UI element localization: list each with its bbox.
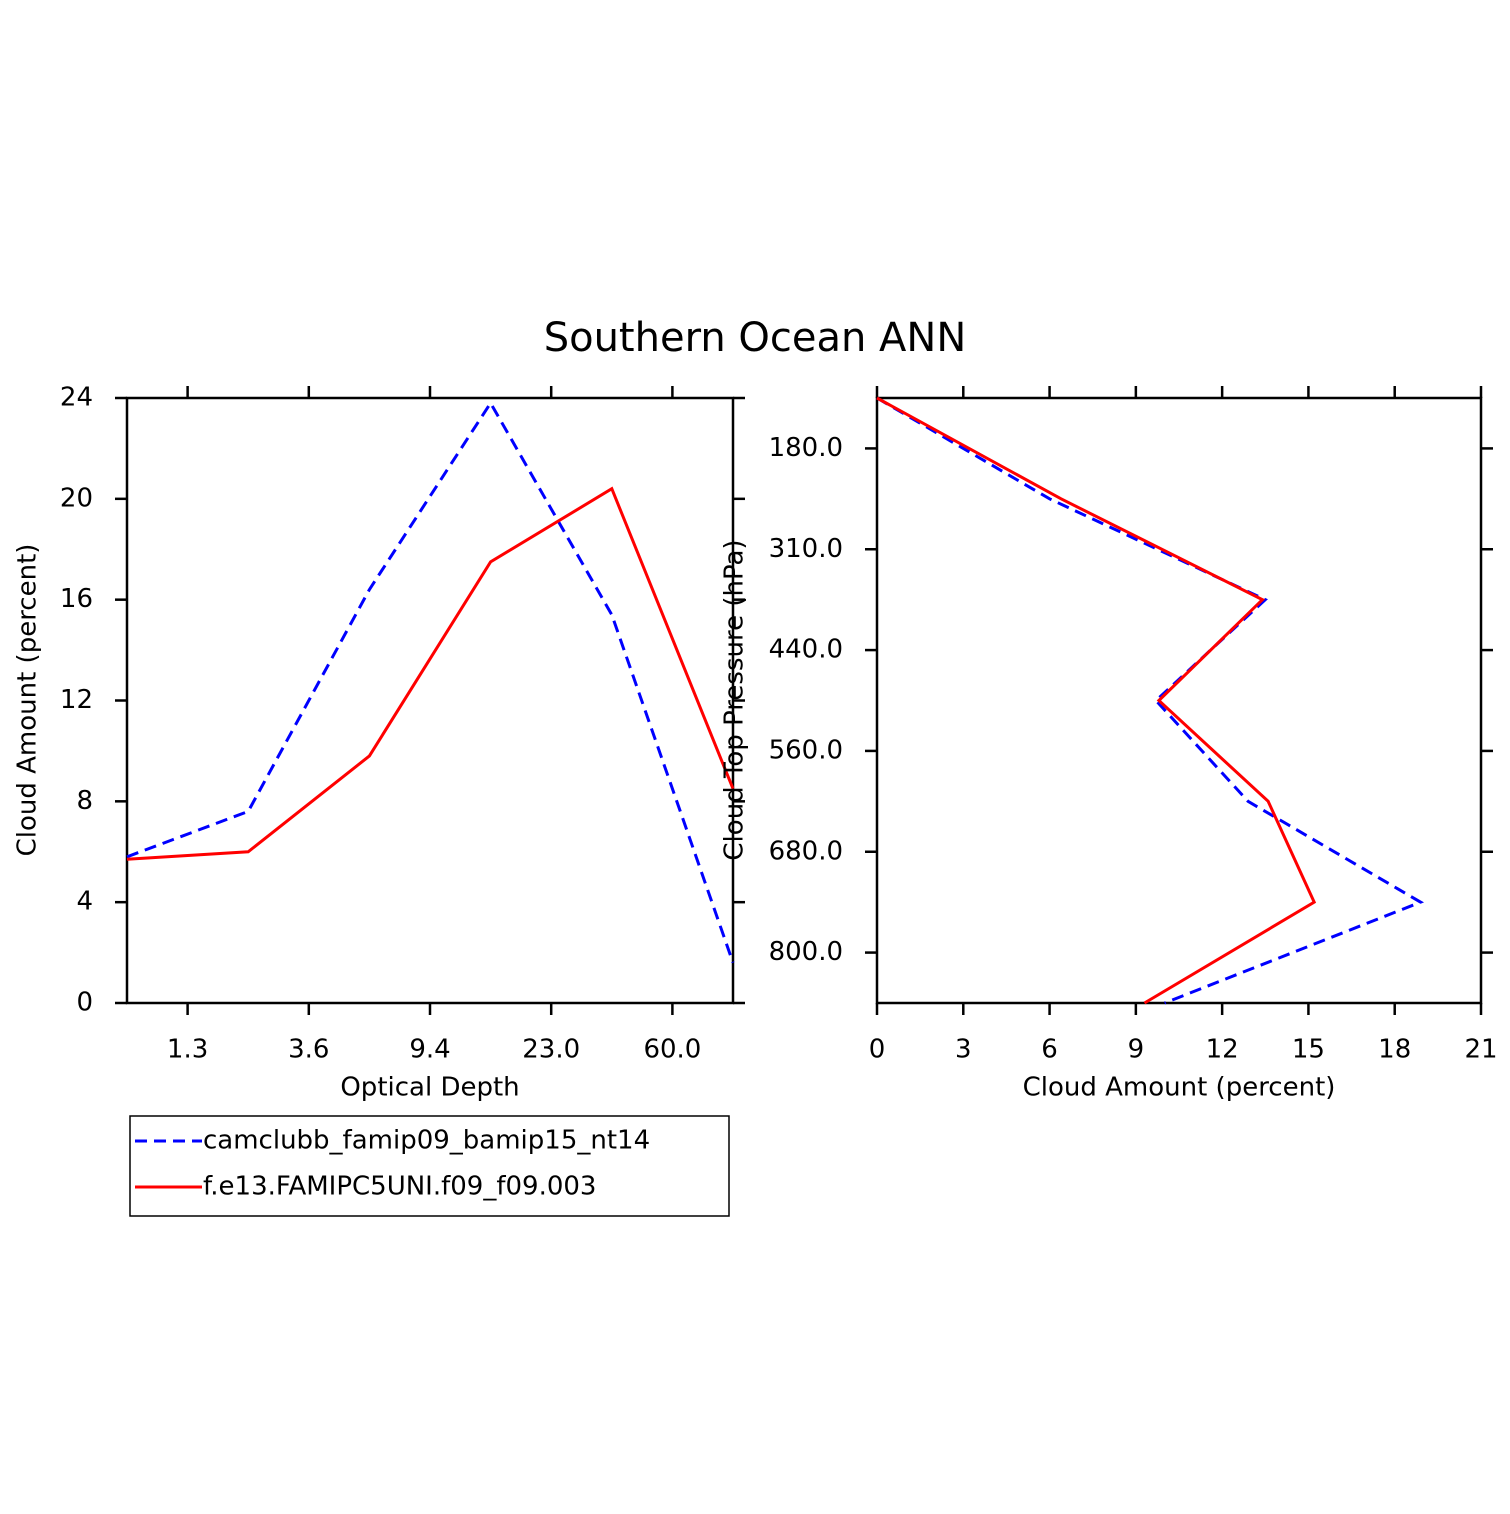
y-tick-label: 310.0 [769,534,843,564]
x-tick-label: 12 [1206,1035,1239,1065]
plot-frame [875,396,1483,1005]
data-line [126,400,735,964]
legend-label: f.e13.FAMIPC5UNI.f09_f09.003 [203,1172,596,1202]
x-tick-label: 3.6 [288,1035,329,1065]
y-tick-label: 680.0 [769,836,843,866]
y-tick-label: 560.0 [769,735,843,765]
x-axis-label: Optical Depth [340,1073,519,1103]
y-tick-label: 12 [60,685,93,715]
y-axis-label: Cloud Amount (percent) [13,544,43,857]
y-tick-label: 24 [60,383,93,413]
data-line [876,396,1425,1005]
y-tick-label: 4 [76,887,93,917]
x-tick-label: 9.4 [409,1035,450,1065]
x-tick-label: 18 [1378,1035,1411,1065]
x-axis-label: Cloud Amount (percent) [1023,1073,1336,1103]
x-tick-label: 60.0 [643,1035,701,1065]
y-tick-label: 180.0 [769,433,843,463]
y-tick-label: 800.0 [769,937,843,967]
x-tick-label: 15 [1292,1035,1325,1065]
x-tick-label: 3 [955,1035,972,1065]
y-axis-label: Cloud Top Pressure (hPa) [720,539,750,860]
data-line [126,486,735,861]
x-tick-label: 9 [1128,1035,1145,1065]
x-tick-label: 1.3 [167,1035,208,1065]
y-tick-label: 440.0 [769,635,843,665]
chart-title: Southern Ocean ANN [544,315,967,361]
legend-label: camclubb_famip09_bamip15_nt14 [203,1126,650,1156]
y-tick-label: 8 [76,786,93,816]
x-tick-label: 21 [1464,1035,1497,1065]
x-tick-label: 23.0 [522,1035,580,1065]
x-tick-label: 6 [1041,1035,1058,1065]
y-tick-label: 20 [60,483,93,513]
legend-box [129,1115,730,1217]
x-tick-label: 0 [869,1035,886,1065]
data-line [876,396,1317,1005]
y-tick-label: 0 [76,988,93,1018]
y-tick-label: 16 [60,584,93,614]
